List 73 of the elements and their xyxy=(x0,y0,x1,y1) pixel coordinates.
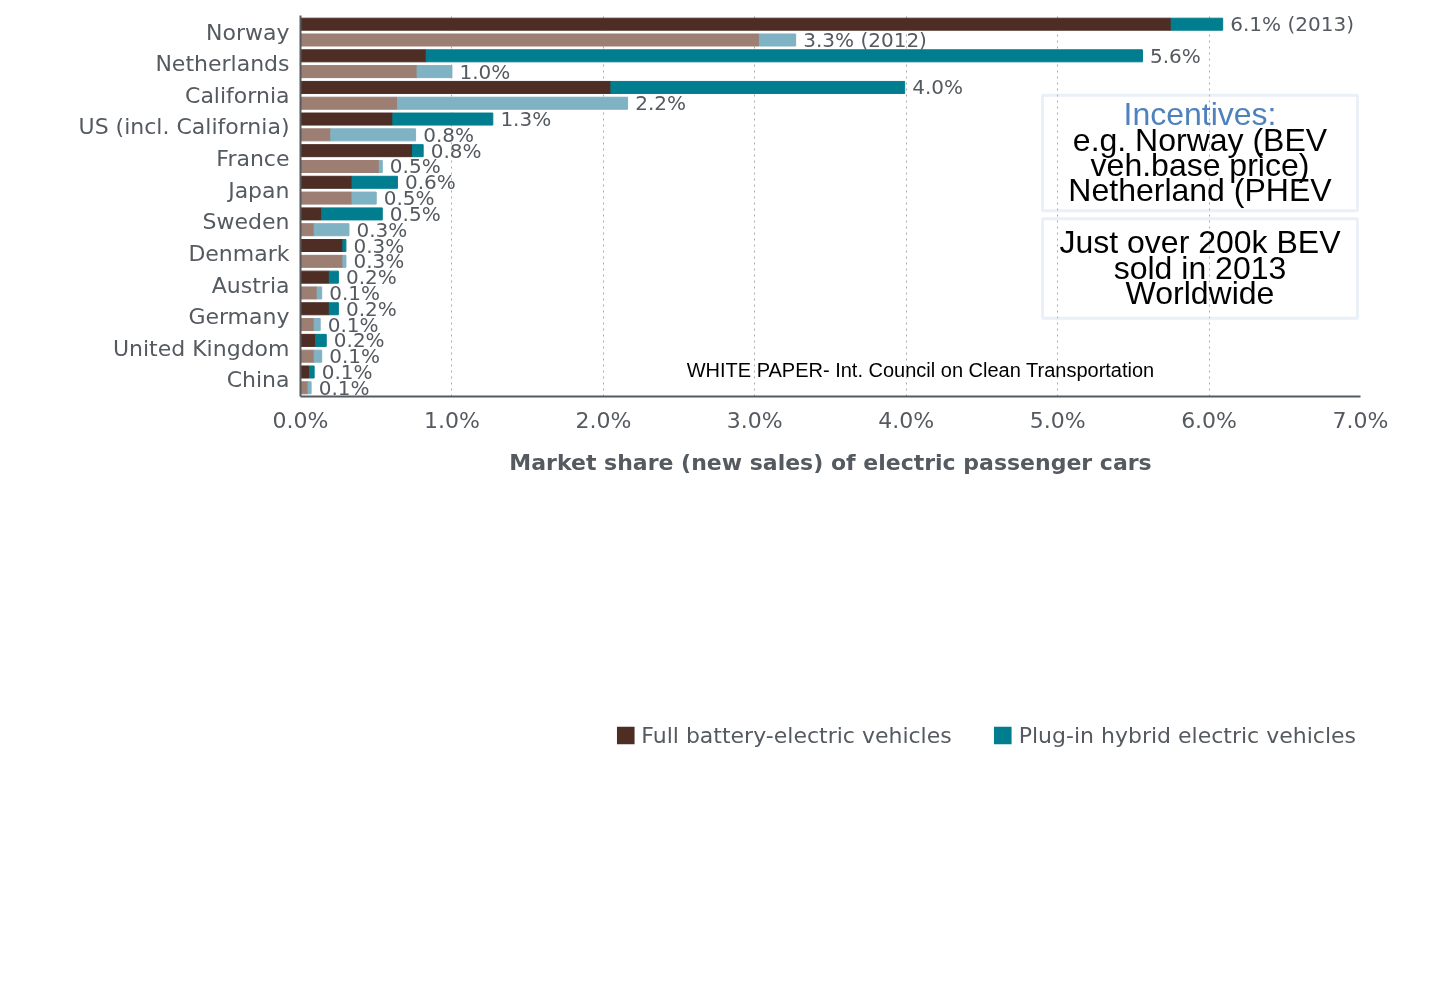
y-tick-label: France xyxy=(216,146,290,172)
total-label: 4.0% xyxy=(912,75,964,100)
total-label: 1.3% xyxy=(500,107,552,132)
y-tick-label: Norway xyxy=(206,19,290,45)
bar xyxy=(300,239,344,253)
y-tick-label: Japan xyxy=(226,177,290,203)
bar xyxy=(300,128,332,142)
bar xyxy=(342,239,347,253)
bar xyxy=(351,175,398,189)
x-axis-title: Market share (new sales) of electric passenger cars xyxy=(509,449,1152,475)
bar xyxy=(300,159,380,173)
bar xyxy=(300,33,760,47)
bar xyxy=(307,381,312,395)
total-label: 1.0% xyxy=(459,59,511,84)
bar xyxy=(328,270,339,284)
bar xyxy=(416,65,453,79)
bar xyxy=(321,207,383,221)
y-tick-label: Denmark xyxy=(188,240,290,266)
bar xyxy=(300,175,353,189)
y-tick-label: Germany xyxy=(188,304,290,330)
bar xyxy=(300,17,1172,31)
bar xyxy=(392,112,494,126)
bar xyxy=(330,128,417,142)
total-label: 6.1% (2013) xyxy=(1230,12,1354,37)
bar xyxy=(300,49,427,63)
bar xyxy=(309,365,315,379)
legend-label: Full battery-electric vehicles xyxy=(641,722,952,748)
y-tick-label: Austria xyxy=(211,272,290,298)
y-tick-label: California xyxy=(185,82,290,108)
bar xyxy=(300,254,344,268)
total-label: 5.6% xyxy=(1150,43,1201,68)
bar xyxy=(378,159,383,173)
x-tick-label: 0.0% xyxy=(272,407,329,433)
bar xyxy=(758,33,797,47)
bar xyxy=(425,49,1143,63)
x-tick-label: 7.0% xyxy=(1332,407,1389,433)
bar xyxy=(300,112,394,126)
bar xyxy=(610,80,906,94)
bar xyxy=(300,286,318,300)
bar xyxy=(1170,17,1224,31)
y-tick-label: Netherlands xyxy=(155,51,290,77)
bar xyxy=(300,144,414,158)
bar xyxy=(300,96,398,110)
total-label: 2.2% xyxy=(635,91,686,116)
bar xyxy=(351,191,377,205)
bar xyxy=(300,270,330,284)
annotation: WHITE PAPER- Int. Council on Clean Transportation xyxy=(686,359,1155,382)
bar xyxy=(300,80,612,94)
x-tick-label: 2.0% xyxy=(575,407,632,433)
bar xyxy=(315,333,327,347)
bar xyxy=(313,223,350,237)
bar xyxy=(300,191,353,205)
x-tick-label: 3.0% xyxy=(726,407,783,433)
bar xyxy=(316,286,323,300)
bar xyxy=(328,302,339,316)
legend-label: Plug-in hybrid electric vehicles xyxy=(1018,722,1356,748)
bar xyxy=(396,96,629,110)
x-tick-label: 1.0% xyxy=(423,407,480,433)
bar xyxy=(300,302,330,316)
total-label: 3.3% (2012) xyxy=(803,28,927,52)
bar xyxy=(412,144,424,158)
bar xyxy=(313,349,323,363)
y-tick-label: US (incl. California) xyxy=(78,114,290,140)
bar xyxy=(300,65,418,79)
x-tick-label: 6.0% xyxy=(1181,407,1238,433)
y-tick-label: Sweden xyxy=(202,209,290,235)
y-tick-label: China xyxy=(226,367,290,393)
bar xyxy=(313,318,321,332)
x-tick-label: 5.0% xyxy=(1029,407,1086,433)
bar xyxy=(300,207,323,221)
bar xyxy=(342,254,347,268)
x-tick-label: 4.0% xyxy=(878,407,935,433)
y-tick-label: United Kingdom xyxy=(112,335,290,361)
